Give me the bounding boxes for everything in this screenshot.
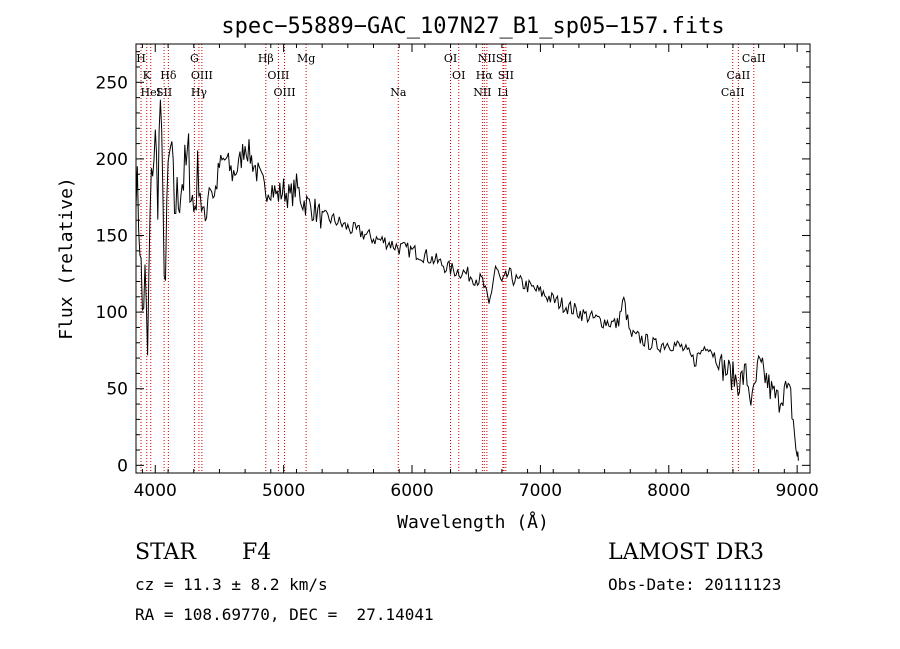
y-tick-label: 150	[96, 227, 128, 247]
line-label: Hδ	[160, 69, 177, 82]
line-label: G	[190, 52, 199, 65]
x-tick-label: 6000	[390, 481, 433, 501]
line-label: H	[136, 52, 146, 65]
line-label: OIII	[274, 86, 296, 99]
velocity-text: cz = 11.3 ± 8.2 km/s	[135, 575, 328, 594]
y-tick-label: 0	[117, 456, 128, 476]
x-tick-label: 9000	[776, 481, 819, 501]
x-tick-label: 4000	[134, 481, 177, 501]
line-label: Hα	[476, 69, 494, 82]
line-label: HeI	[141, 86, 161, 99]
y-tick-label: 250	[96, 73, 128, 93]
y-axis-label: Flux (relative)	[56, 177, 77, 340]
chart-title: spec−55889−GAC_107N27_B1_sp05−157.fits	[221, 14, 724, 39]
x-axis-label: Wavelength (Å)	[397, 511, 549, 533]
line-label: Li	[497, 86, 508, 99]
object-subclass: F4	[242, 540, 272, 565]
object-class: STAR	[135, 540, 196, 565]
line-label: SII	[496, 52, 512, 65]
x-tick-label: 5000	[262, 481, 305, 501]
y-tick-label: 200	[96, 150, 128, 170]
line-label: OI	[452, 69, 465, 82]
line-label: CaII	[727, 69, 751, 82]
x-tick-label: 8000	[647, 481, 690, 501]
y-tick-label: 100	[96, 303, 128, 323]
line-label: CaII	[721, 86, 745, 99]
line-label: NII	[478, 52, 496, 65]
line-label: Na	[390, 86, 407, 99]
line-label: SII	[498, 69, 514, 82]
line-label: OIII	[267, 69, 289, 82]
line-label: Hγ	[191, 86, 208, 99]
line-label: Mg	[297, 52, 315, 65]
line-label: K	[143, 69, 152, 82]
line-label: CaII	[742, 52, 766, 65]
survey-label: LAMOST DR3	[608, 540, 764, 565]
line-label: NII	[473, 86, 491, 99]
plot-frame	[135, 43, 811, 474]
x-tick-label: 7000	[519, 481, 562, 501]
line-label: OIII	[191, 69, 213, 82]
line-label: Hβ	[258, 52, 274, 65]
coordinates-text: RA = 108.69770, DEC = 27.14041	[135, 605, 434, 624]
spectrum-line	[135, 99, 799, 461]
line-label: SII	[156, 86, 172, 99]
obs-date-text: Obs-Date: 20111123	[608, 575, 782, 594]
y-tick-label: 50	[106, 380, 128, 400]
line-label: OI	[444, 52, 457, 65]
